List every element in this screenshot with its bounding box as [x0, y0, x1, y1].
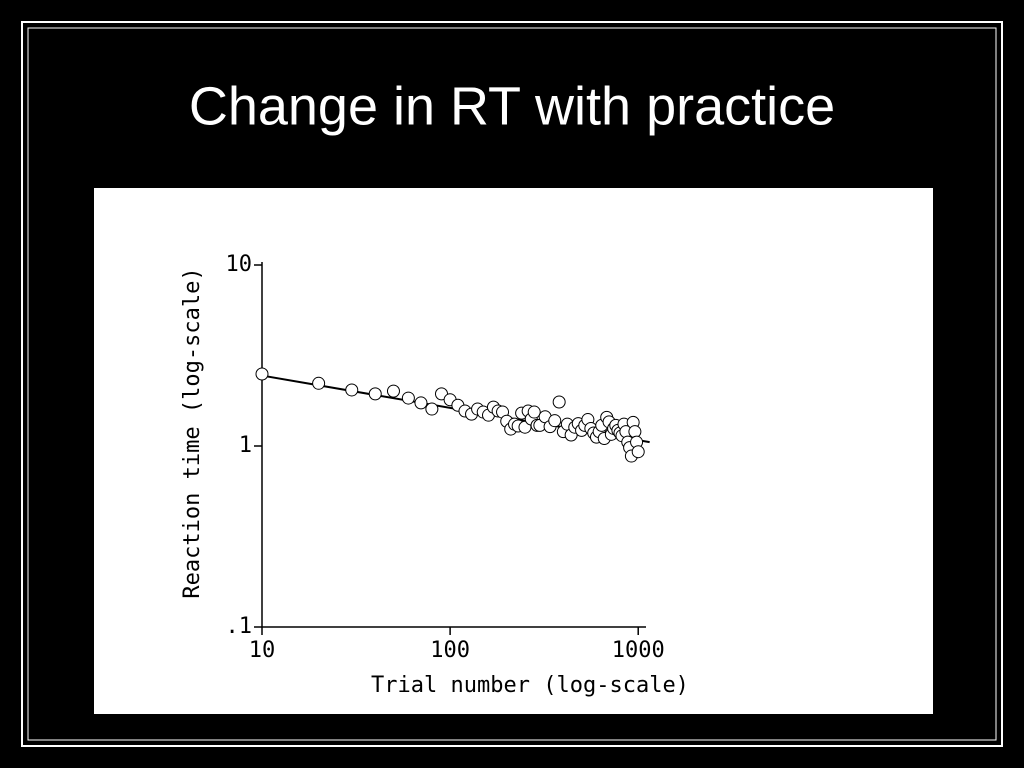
data-point: [628, 425, 642, 439]
y-tick-label: .1: [226, 614, 253, 639]
data-point: [255, 367, 269, 381]
x-tick-label: 100: [430, 638, 470, 663]
y-tick-label: 10: [226, 252, 253, 277]
y-axis-label: Reaction time (log-scale): [180, 267, 205, 598]
plot: .1 1 10 10 100 1000: [226, 252, 665, 663]
data-point: [527, 405, 541, 419]
y-tick-label: 1: [239, 433, 252, 458]
data-point: [312, 376, 326, 390]
data-point: [548, 414, 562, 428]
x-axis-label: Trial number (log-scale): [371, 673, 689, 698]
data-point: [345, 383, 359, 397]
data-point: [386, 384, 400, 398]
x-tick-label: 1000: [612, 638, 665, 663]
frame-inner: [27, 27, 997, 741]
slide-title: Change in RT with practice: [189, 76, 835, 136]
x-tick-label: 10: [249, 638, 276, 663]
chart-panel: [94, 188, 933, 714]
frame-outer: [21, 21, 1003, 747]
data-point: [401, 391, 415, 405]
data-point: [552, 395, 566, 409]
data-point: [425, 402, 439, 416]
data-point: [414, 396, 428, 410]
data-point: [631, 445, 645, 459]
data-point: [368, 387, 382, 401]
